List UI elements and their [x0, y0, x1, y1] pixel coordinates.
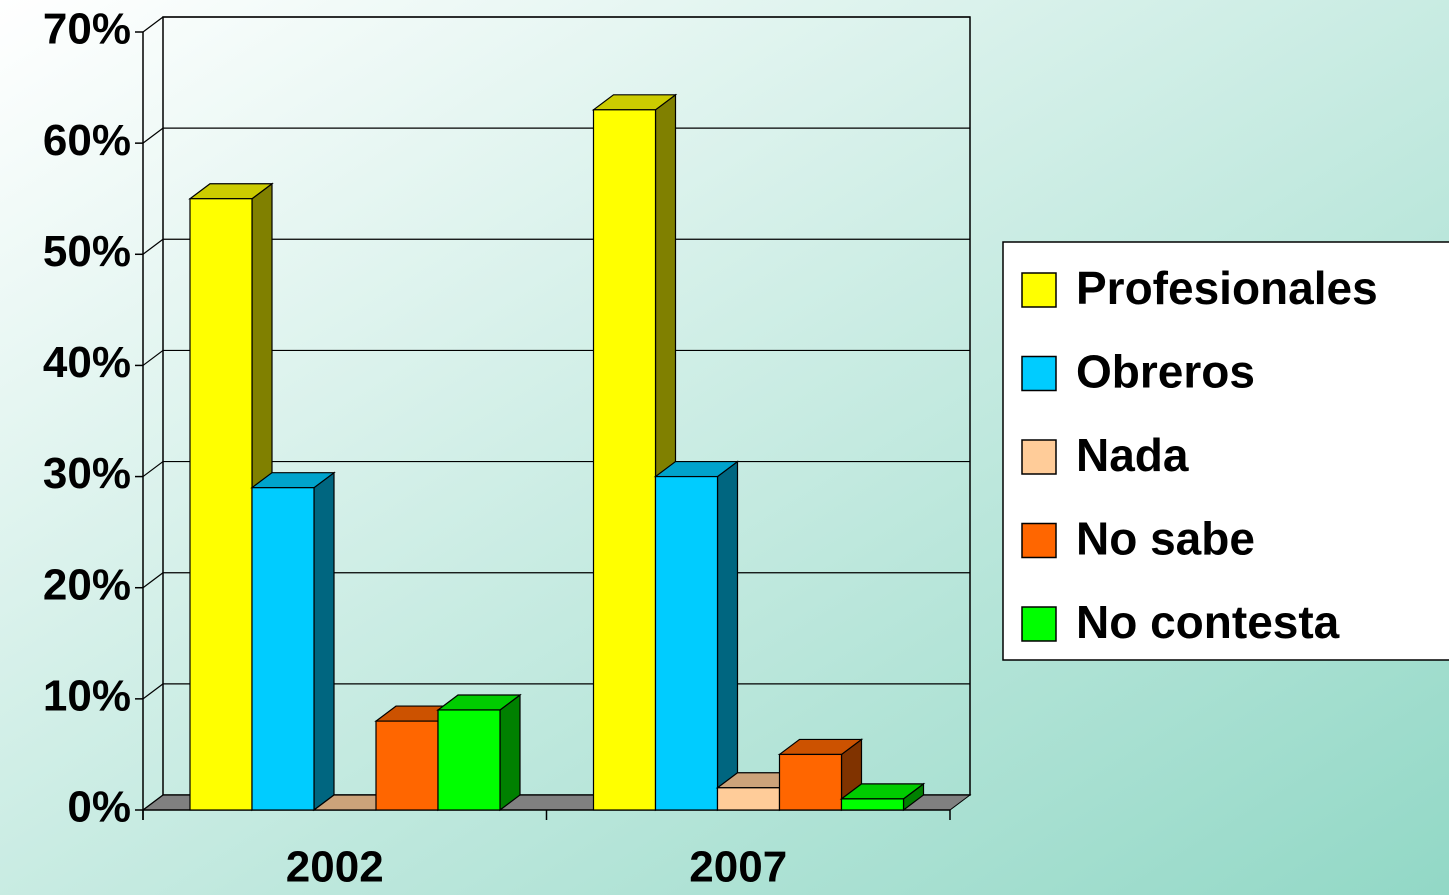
bar-front	[592, 109, 657, 811]
legend-label: No sabe	[1076, 513, 1255, 565]
side-grid-line	[142, 683, 164, 700]
bar-side	[499, 693, 521, 812]
y-tick-label: 30%	[43, 449, 131, 498]
y-tick-label: 70%	[43, 5, 131, 54]
side-grid-line	[142, 349, 164, 366]
bar	[436, 693, 522, 812]
bar-front	[375, 720, 439, 811]
y-tick-label: 20%	[43, 560, 131, 609]
y-tick-label: 50%	[43, 227, 131, 276]
y-tick-label: 10%	[43, 671, 131, 720]
y-tick-label: 40%	[43, 338, 131, 387]
bar-side	[716, 460, 739, 812]
bar-side	[313, 471, 335, 812]
legend-swatch	[1021, 439, 1057, 475]
bar	[653, 460, 740, 812]
legend	[1002, 241, 1449, 661]
x-tick-label: 2002	[286, 843, 384, 892]
side-grid-line	[142, 16, 164, 33]
legend-label: No contesta	[1076, 596, 1340, 648]
legend-swatch	[1021, 272, 1057, 308]
bar	[839, 782, 926, 812]
y-tick-label: 60%	[43, 116, 131, 165]
bar-front	[840, 798, 905, 811]
bar-front	[778, 753, 843, 811]
bar	[250, 471, 336, 812]
legend-label: Profesionales	[1076, 262, 1378, 314]
side-grid-line	[142, 572, 164, 589]
bar-front	[437, 709, 501, 811]
bar-front	[189, 198, 253, 811]
x-tick-label: 2007	[689, 843, 787, 892]
side-grid-line	[142, 127, 164, 144]
y-tick-label: 0%	[67, 783, 131, 832]
bar-front	[654, 475, 719, 811]
bar-front	[716, 787, 781, 811]
legend-swatch	[1021, 522, 1057, 559]
side-grid-line	[142, 461, 164, 478]
legend-label: Obreros	[1076, 346, 1255, 398]
side-grid-line	[142, 794, 164, 811]
bar-front	[251, 487, 315, 811]
side-grid-line	[142, 238, 164, 255]
legend-label: Nada	[1076, 429, 1189, 481]
legend-swatch	[1021, 606, 1057, 642]
legend-swatch	[1021, 355, 1057, 392]
